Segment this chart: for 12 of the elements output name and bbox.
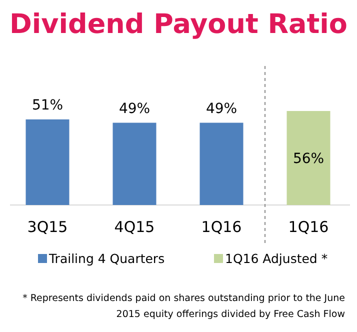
x-tick-label: 1Q16 [201,218,242,236]
data-label: 49% [206,100,238,117]
legend-label: Trailing 4 Quarters [48,251,165,266]
x-tick-label: 1Q16 [288,218,329,236]
legend-label: 1Q16 Adjusted * [225,251,328,266]
data-label: 51% [32,97,64,114]
text: * Represents dividends paid on shares outstanding prior to the June 2015 equity offerings divided by Free Cash Flow [22,293,346,320]
data-label: 56% [292,151,324,167]
x-tick-label: 4Q15 [114,218,155,236]
data-label: 49% [118,100,150,117]
x-tick-label: 3Q15 [27,218,68,236]
chart-title: Dividend Payout Ratio [10,9,348,40]
